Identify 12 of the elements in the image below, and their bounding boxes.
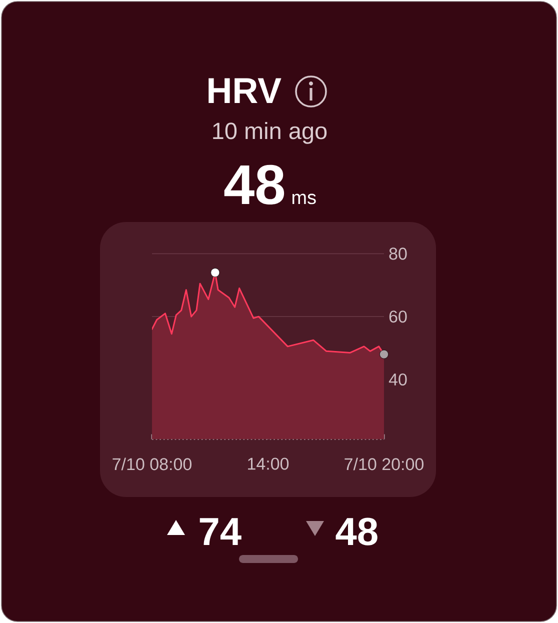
chart-title: HRV [208, 78, 282, 103]
x-tick-label: 7/10 20:00 [344, 458, 424, 470]
y-tick-label: 80 [389, 248, 407, 260]
y-tick-label: 40 [388, 373, 407, 386]
y-tick-label: 60 [389, 310, 407, 323]
x-tick-label: 14:00 [248, 458, 289, 470]
text: 74 [200, 518, 242, 545]
x-tick-label: 7/10 08:00 [112, 458, 192, 470]
text: ms [292, 194, 316, 204]
text: 48 [224, 164, 284, 205]
chart-subtitle: 10 min ago [213, 122, 327, 144]
text: 48 [336, 518, 378, 546]
